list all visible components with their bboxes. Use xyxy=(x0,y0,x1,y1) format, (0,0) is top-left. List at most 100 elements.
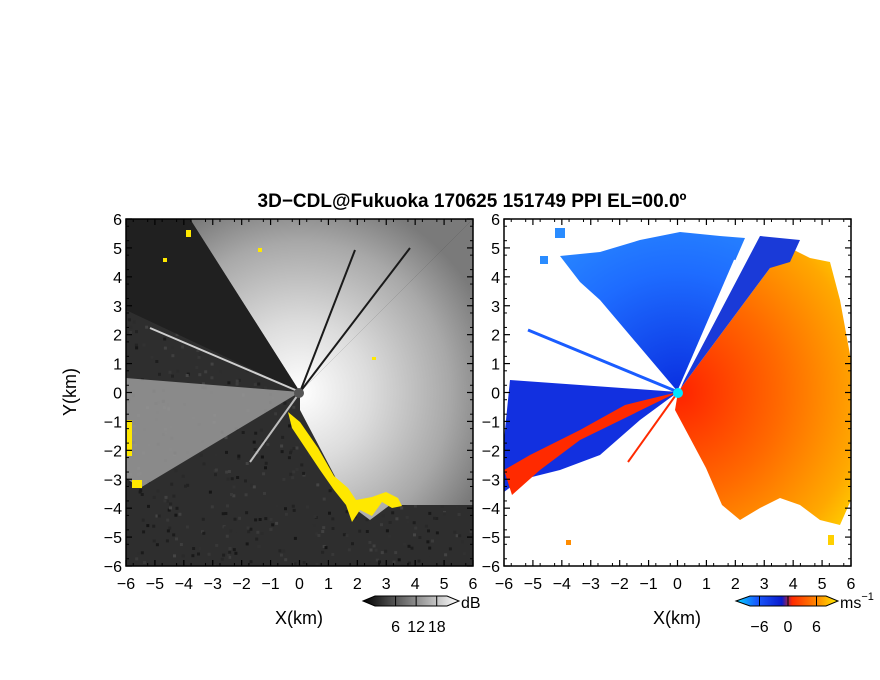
snr-noise-pixel xyxy=(244,479,247,483)
velocity-axis-ticks: −6 −5 −4 −3 −2 −1 0 1 2 3 4 5 6 6 5 4 3 2 1 0 −1 −2 −3 −4 −5 −6 xyxy=(482,212,856,593)
velocity-x-tick-label: 0 xyxy=(673,576,682,593)
snr-noise-pixel xyxy=(228,547,232,550)
snr-noise-pixel xyxy=(347,548,351,552)
snr-noise-pixel xyxy=(199,453,203,457)
snr-noise-pixel xyxy=(186,483,190,487)
snr-x-tick-label: −1 xyxy=(261,576,279,593)
snr-y-tick-label: 5 xyxy=(113,241,122,258)
snr-noise-pixel xyxy=(171,354,175,358)
snr-noise-pixel xyxy=(328,511,331,515)
snr-noise-pixel xyxy=(135,346,139,350)
snr-noise-pixel xyxy=(139,488,143,492)
velocity-y-tick-label: 0 xyxy=(491,386,500,403)
snr-colorbar-tick-label: 6 xyxy=(391,619,400,636)
snr-noise-pixel xyxy=(368,540,372,544)
snr-noise-pixel xyxy=(321,530,325,533)
snr-noise-pixel xyxy=(155,543,159,547)
snr-noise-pixel xyxy=(367,560,371,564)
snr-noise-pixel xyxy=(225,555,229,559)
snr-noise-pixel xyxy=(391,511,395,515)
snr-noise-pixel xyxy=(331,552,335,556)
snr-noise-pixel xyxy=(224,436,228,440)
snr-y-tick-label: 0 xyxy=(113,386,122,403)
snr-noise-pixel xyxy=(198,352,202,356)
snr-noise-pixel xyxy=(128,483,132,486)
snr-noise-pixel xyxy=(407,561,411,565)
snr-noise-pixel xyxy=(198,373,202,377)
snr-noise-pixel xyxy=(312,524,316,528)
snr-x-tick-label: 4 xyxy=(411,576,420,593)
snr-noise-pixel xyxy=(192,547,196,550)
snr-noise-pixel xyxy=(245,542,249,546)
snr-noise-pixel xyxy=(293,536,297,540)
velocity-speckle xyxy=(540,256,548,264)
snr-noise-pixel xyxy=(279,553,283,557)
snr-noise-pixel xyxy=(321,550,325,554)
snr-highlight-patch xyxy=(372,357,376,360)
snr-noise-pixel xyxy=(291,476,295,480)
snr-noise-pixel xyxy=(302,471,306,475)
snr-noise-pixel xyxy=(152,539,156,543)
velocity-x-tick-label: 2 xyxy=(731,576,740,593)
snr-noise-pixel xyxy=(299,439,302,443)
snr-noise-pixel xyxy=(168,526,172,530)
snr-noise-pixel xyxy=(225,450,228,454)
snr-noise-pixel xyxy=(249,527,253,531)
snr-noise-pixel xyxy=(228,550,232,554)
snr-noise-pixel xyxy=(178,512,182,516)
snr-noise-pixel xyxy=(152,495,156,499)
velocity-x-tick-label: 5 xyxy=(818,576,827,593)
snr-noise-pixel xyxy=(328,489,332,493)
snr-noise-pixel xyxy=(448,547,452,551)
snr-noise-pixel xyxy=(247,530,251,534)
snr-noise-pixel xyxy=(284,558,288,562)
snr-noise-pixel xyxy=(214,473,217,477)
velocity-x-tick-label: 3 xyxy=(760,576,769,593)
snr-noise-pixel xyxy=(173,554,176,558)
velocity-speckle xyxy=(555,228,565,238)
snr-y-tick-label: 6 xyxy=(113,212,122,229)
snr-noise-pixel xyxy=(440,504,444,508)
snr-highlight-patch xyxy=(163,258,167,262)
snr-noise-pixel xyxy=(238,516,242,520)
snr-noise-pixel xyxy=(229,529,233,533)
snr-noise-pixel xyxy=(185,374,189,377)
snr-noise-pixel xyxy=(345,510,349,514)
velocity-beam-streak xyxy=(677,259,736,393)
snr-noise-pixel xyxy=(424,524,428,528)
snr-noise-pixel xyxy=(394,551,398,555)
snr-noise-pixel xyxy=(236,476,240,479)
snr-noise-pixel xyxy=(196,349,200,352)
snr-echo-sector-west xyxy=(126,378,300,488)
snr-highlight-patch xyxy=(258,248,262,252)
snr-noise-pixel xyxy=(175,333,179,336)
snr-noise-pixel xyxy=(215,543,219,547)
snr-noise-pixel xyxy=(413,533,416,537)
snr-noise-pixel xyxy=(322,526,326,530)
snr-noise-pixel xyxy=(204,370,208,374)
snr-axis-ticks: −6 −5 −4 −3 −2 −1 0 1 2 3 4 5 6 6 5 4 3 2 1 0 −1 −2 −3 −4 −5 −6 xyxy=(104,212,478,593)
snr-noise-pixel xyxy=(287,456,291,460)
snr-noise-pixel xyxy=(195,366,199,369)
snr-beam-streak xyxy=(149,327,301,393)
snr-noise-pixel xyxy=(202,531,206,535)
snr-noise-pixel xyxy=(249,560,253,564)
figure-title: 3D−CDL@Fukuoka 170625 151749 PPI EL=00.0… xyxy=(258,191,687,212)
snr-noise-pixel xyxy=(179,543,183,546)
snr-noise-pixel xyxy=(146,524,150,528)
snr-noise-pixel xyxy=(176,369,180,373)
snr-noise-pixel xyxy=(145,325,149,329)
snr-noise-pixel xyxy=(230,492,233,496)
snr-noise-pixel xyxy=(457,513,461,516)
snr-x-tick-label: −4 xyxy=(175,576,193,593)
snr-noise-pixel xyxy=(228,555,232,559)
snr-noise-pixel xyxy=(246,369,249,373)
snr-noise-pixel xyxy=(254,431,258,435)
snr-noise-pixel xyxy=(331,517,335,521)
snr-noise-pixel xyxy=(426,540,430,544)
snr-y-tick-label: 3 xyxy=(113,299,122,316)
snr-noise-pixel xyxy=(365,530,369,533)
snr-noise-pixel xyxy=(286,411,290,415)
velocity-receding-sector xyxy=(675,248,851,525)
